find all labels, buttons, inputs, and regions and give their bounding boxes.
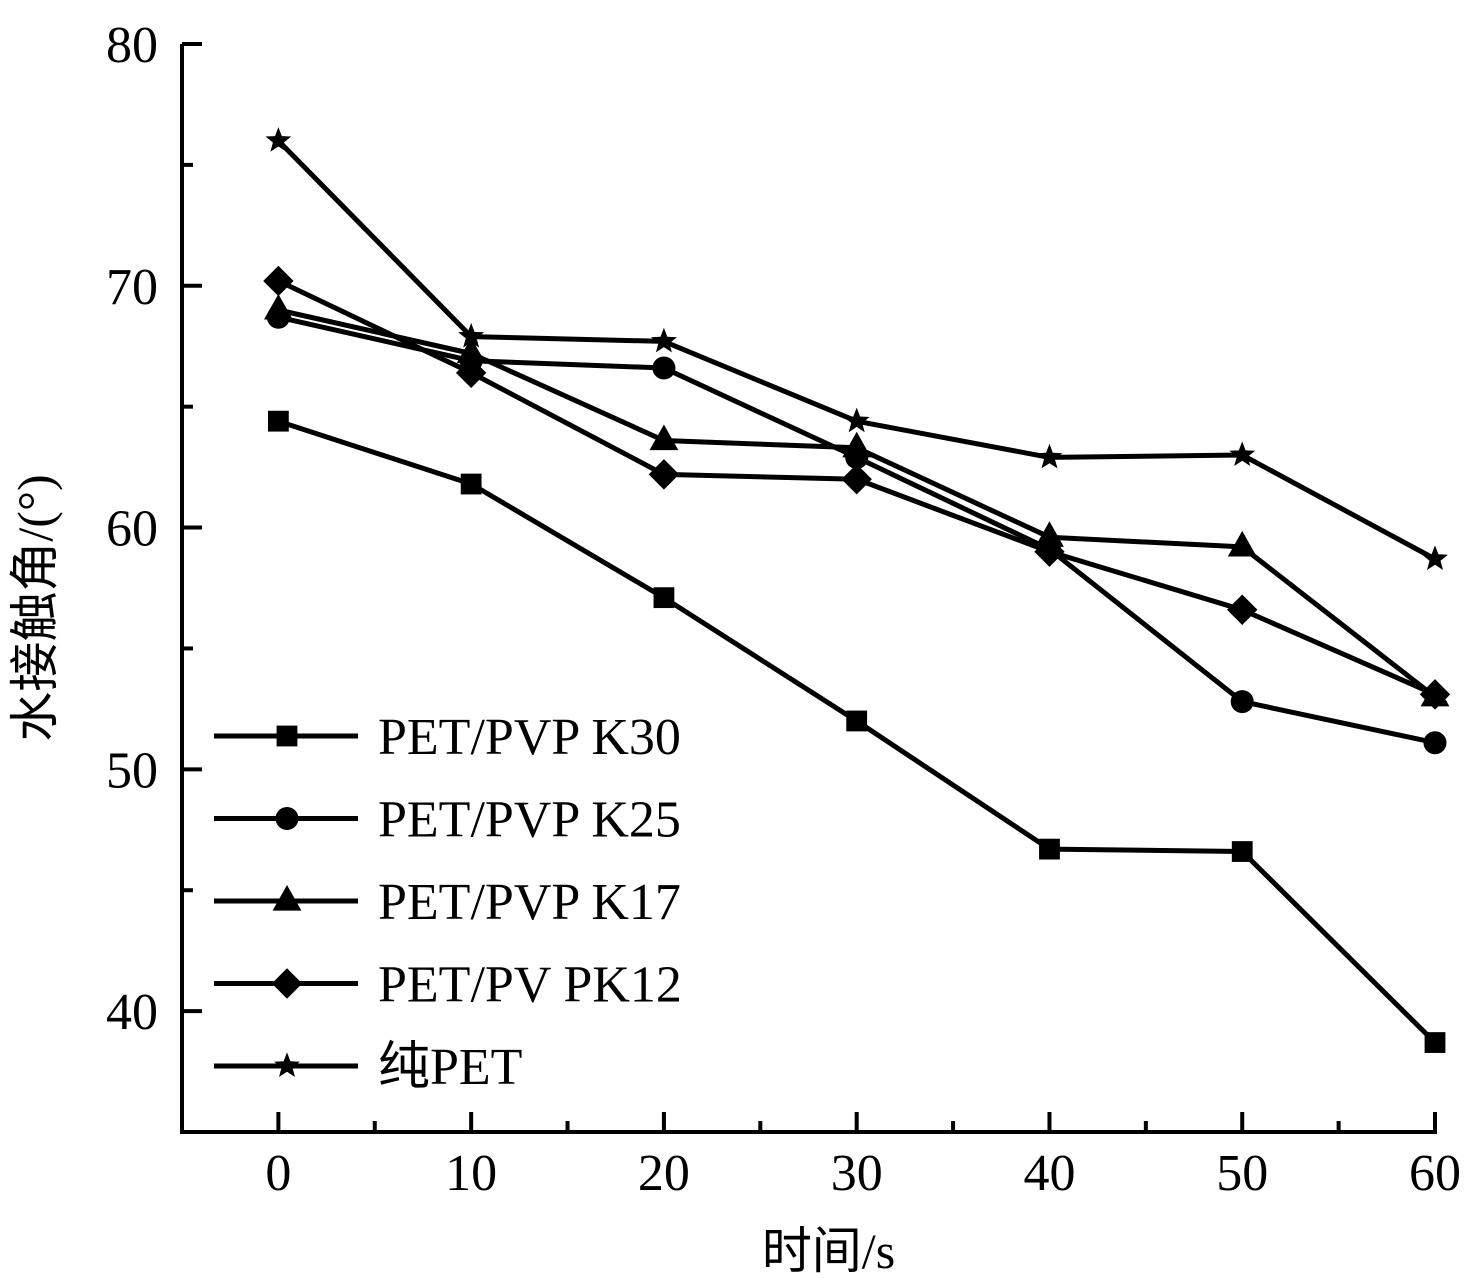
legend-label: PET/PVP K25 [378,792,681,849]
y-tick-label: 80 [106,17,158,74]
square-marker [1039,838,1060,860]
circle-marker [1423,731,1447,755]
legend-item: PET/PV PK12 [214,957,682,1014]
circle-marker [1230,690,1254,714]
star-marker [1036,443,1063,469]
series-square [267,410,1446,1053]
x-tick-label: 10 [445,1145,497,1202]
square-marker [460,473,482,495]
diamond-marker [841,464,872,495]
square-marker [1424,1032,1446,1053]
triangle-marker [649,424,679,451]
y-tick-label: 40 [106,984,158,1041]
triangle-marker [456,337,486,364]
x-tick-label: 60 [1409,1145,1461,1202]
y-ticks: 40 50 60 70 80 [106,17,202,1041]
x-tick-label: 0 [265,1145,291,1202]
diamond-marker [263,265,294,297]
legend-label: PET/PVP K17 [378,874,681,931]
diamond-marker [1034,536,1065,567]
y-tick-label: 60 [106,501,158,558]
y-tick-label: 70 [106,259,158,316]
legend-label: PET/PVP K30 [378,709,681,766]
diamond-marker [1227,594,1258,625]
legend-item: PET/PVP K25 [214,792,681,849]
triangle-marker [1035,521,1064,547]
triangle-marker [1227,530,1257,557]
series-diamond [263,265,1451,710]
series-group [263,127,1451,1053]
legend-circle-marker [275,806,299,831]
star-marker [651,327,677,353]
y-axis-title: 水接触角/(°) [7,474,63,741]
x-tick-label: 20 [638,1145,690,1202]
diamond-marker [1419,679,1451,710]
series-line [277,307,1437,699]
triangle-marker [263,293,293,320]
x-tick-label: 50 [1216,1145,1268,1202]
series-star [265,127,1448,570]
series-line [277,314,1436,746]
star-marker [1422,545,1448,570]
series-circle [266,305,1447,755]
circle-marker [652,356,676,380]
y-tick-label: 50 [106,742,158,799]
legend-label: 纯PET [378,1039,522,1096]
legend-item: PET/PVP K30 [214,709,681,766]
legend-label: PET/PV PK12 [378,957,682,1014]
square-marker [1231,841,1253,862]
legend-item: PET/PVP K17 [214,874,681,931]
x-ticks: 0 10 20 30 40 50 60 [265,1112,1461,1202]
star-marker [265,127,292,152]
square-marker [653,587,675,609]
square-marker [846,710,868,732]
triangle-marker [842,431,872,458]
square-marker [267,410,289,432]
legend-star-marker [274,1052,300,1077]
legend-square-marker [276,725,298,747]
x-tick-label: 40 [1023,1145,1075,1202]
diamond-marker [455,357,487,389]
legend-triangle-marker [272,885,302,911]
legend-item: 纯PET [214,1039,522,1096]
star-marker [458,323,485,348]
legend: PET/PVP K30 PET/PVP K25 PET/PVP K17 PET/PV … [214,709,682,1096]
star-marker [843,407,870,433]
legend-diamond-marker [271,968,303,999]
diamond-marker [648,459,680,490]
axes: 40 50 60 70 80 0 10 20 30 40 50 60 [106,17,1461,1202]
x-axis-title: 时间/s [762,1223,895,1279]
x-tick-label: 30 [831,1145,883,1202]
star-marker [1229,441,1256,466]
